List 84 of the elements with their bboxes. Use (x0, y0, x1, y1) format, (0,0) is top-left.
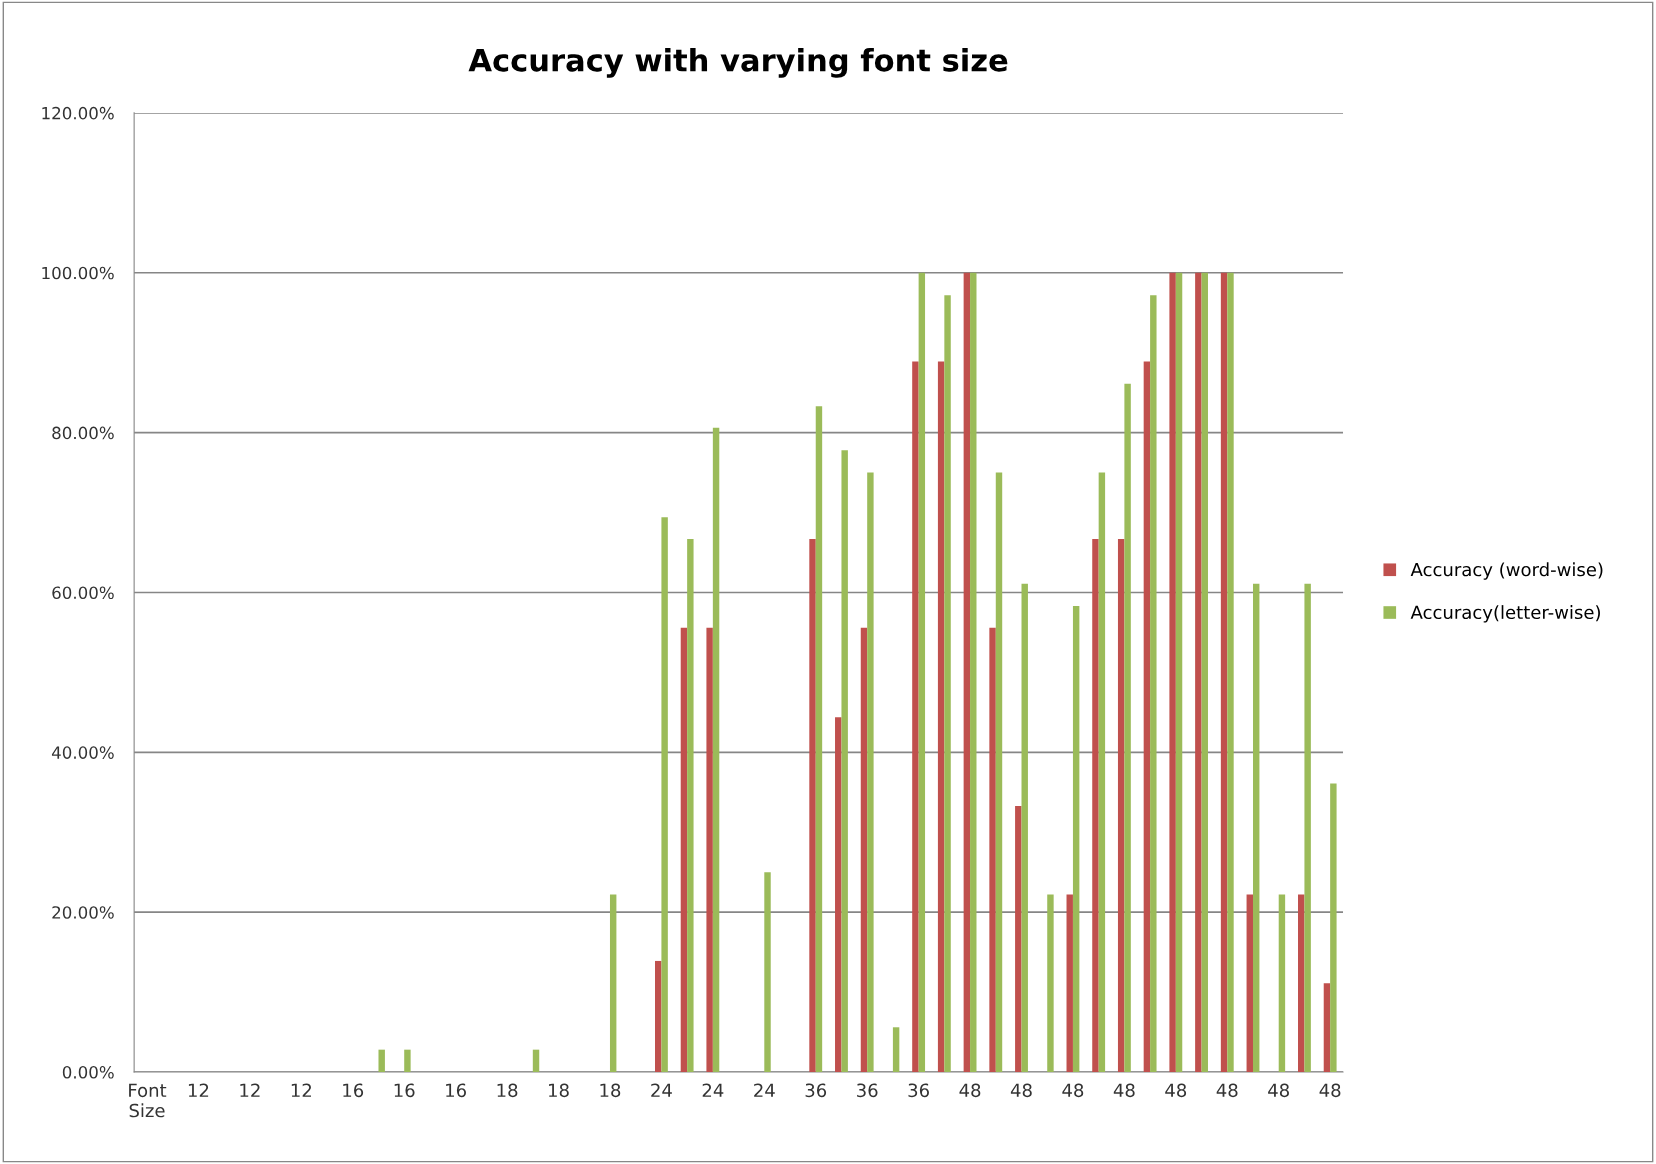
x-tick-label: 48 (1216, 1083, 1238, 1098)
y-tick-label: 0.00% (62, 1066, 114, 1079)
x-tick-label: 16 (343, 1083, 364, 1098)
bar (764, 872, 771, 1073)
x-tick-label: 48 (1113, 1083, 1135, 1098)
bar (1143, 361, 1151, 1073)
x-tick-label: 18 (600, 1083, 621, 1098)
bar (1330, 783, 1337, 1073)
bar (1278, 894, 1286, 1073)
bar (1072, 606, 1080, 1073)
x-tick-label: 18 (549, 1083, 569, 1098)
bar (1015, 805, 1022, 1073)
bar (1298, 894, 1305, 1073)
bar (1252, 583, 1260, 1073)
y-tick-label: 60.00% (52, 586, 114, 600)
bar (404, 1049, 411, 1073)
bar (835, 717, 842, 1073)
bar (892, 1027, 900, 1073)
bar (378, 1049, 385, 1073)
x-tick-label: 24 (651, 1083, 672, 1097)
bar (1304, 583, 1311, 1073)
x-tick-label: 16 (446, 1083, 466, 1098)
bar (918, 272, 926, 1073)
bar (815, 406, 823, 1073)
bar (867, 472, 874, 1073)
x-tick-label: 36 (857, 1083, 878, 1098)
y-tick-label: 100.00% (42, 266, 114, 280)
bar (1169, 272, 1176, 1073)
x-tick-label: 12 (291, 1083, 311, 1097)
bar (860, 627, 868, 1073)
bar (712, 427, 720, 1073)
legend-label: Accuracy(letter-wise) (1410, 605, 1600, 623)
x-tick-label: 16 (394, 1083, 415, 1098)
y-tick-label: 80.00% (52, 426, 114, 440)
bar (1066, 894, 1073, 1073)
x-tick-label: 36 (908, 1083, 929, 1098)
bar (654, 960, 662, 1073)
x-tick-label: 48 (1062, 1083, 1084, 1098)
x-tick-label: 48 (1165, 1083, 1187, 1098)
x-tick-label: 36 (805, 1083, 827, 1098)
y-tick-label: 120.00% (42, 106, 114, 120)
bar (1047, 894, 1054, 1073)
bar (1246, 894, 1253, 1073)
bar (1195, 272, 1202, 1073)
bar (1150, 295, 1157, 1073)
x-tick-label: 12 (188, 1083, 209, 1097)
chart-title: Accuracy with varying font size (468, 48, 1008, 78)
bar (944, 295, 951, 1073)
bar (841, 450, 848, 1073)
bar (1117, 538, 1125, 1073)
bar (1220, 272, 1228, 1073)
y-tick-label: 40.00% (51, 746, 114, 759)
bar (1021, 583, 1028, 1073)
x-tick-label: 24 (754, 1083, 775, 1097)
x-tick-label: 12 (240, 1083, 260, 1097)
x-tick-label: 48 (959, 1083, 981, 1098)
bar (706, 627, 713, 1073)
bar (1098, 472, 1106, 1073)
x-tick-label: 48 (1010, 1083, 1032, 1098)
bar (995, 472, 1003, 1073)
y-tick-label: 20.00% (52, 906, 114, 919)
x-tick-label: 18 (497, 1083, 518, 1098)
bar (1175, 272, 1183, 1073)
x-tick-label: 24 (702, 1083, 724, 1097)
bar (532, 1049, 540, 1073)
bar (1092, 538, 1099, 1073)
bar (1227, 272, 1234, 1073)
x-tick-label: 48 (1268, 1083, 1289, 1098)
legend-label: Accuracy (word-wise) (1410, 562, 1603, 580)
bar (680, 627, 688, 1073)
x-tick-label: Font Size (129, 1083, 167, 1118)
x-tick-label: 48 (1319, 1083, 1341, 1098)
bar (609, 894, 617, 1073)
bar (1124, 383, 1131, 1073)
bar (989, 627, 996, 1073)
bar (963, 272, 971, 1073)
bar (1323, 983, 1331, 1073)
bar (661, 517, 668, 1073)
bar (1201, 272, 1208, 1073)
bar (809, 538, 816, 1073)
bar (912, 361, 919, 1073)
bar (687, 538, 694, 1073)
bar (937, 361, 945, 1073)
bar (970, 272, 977, 1073)
